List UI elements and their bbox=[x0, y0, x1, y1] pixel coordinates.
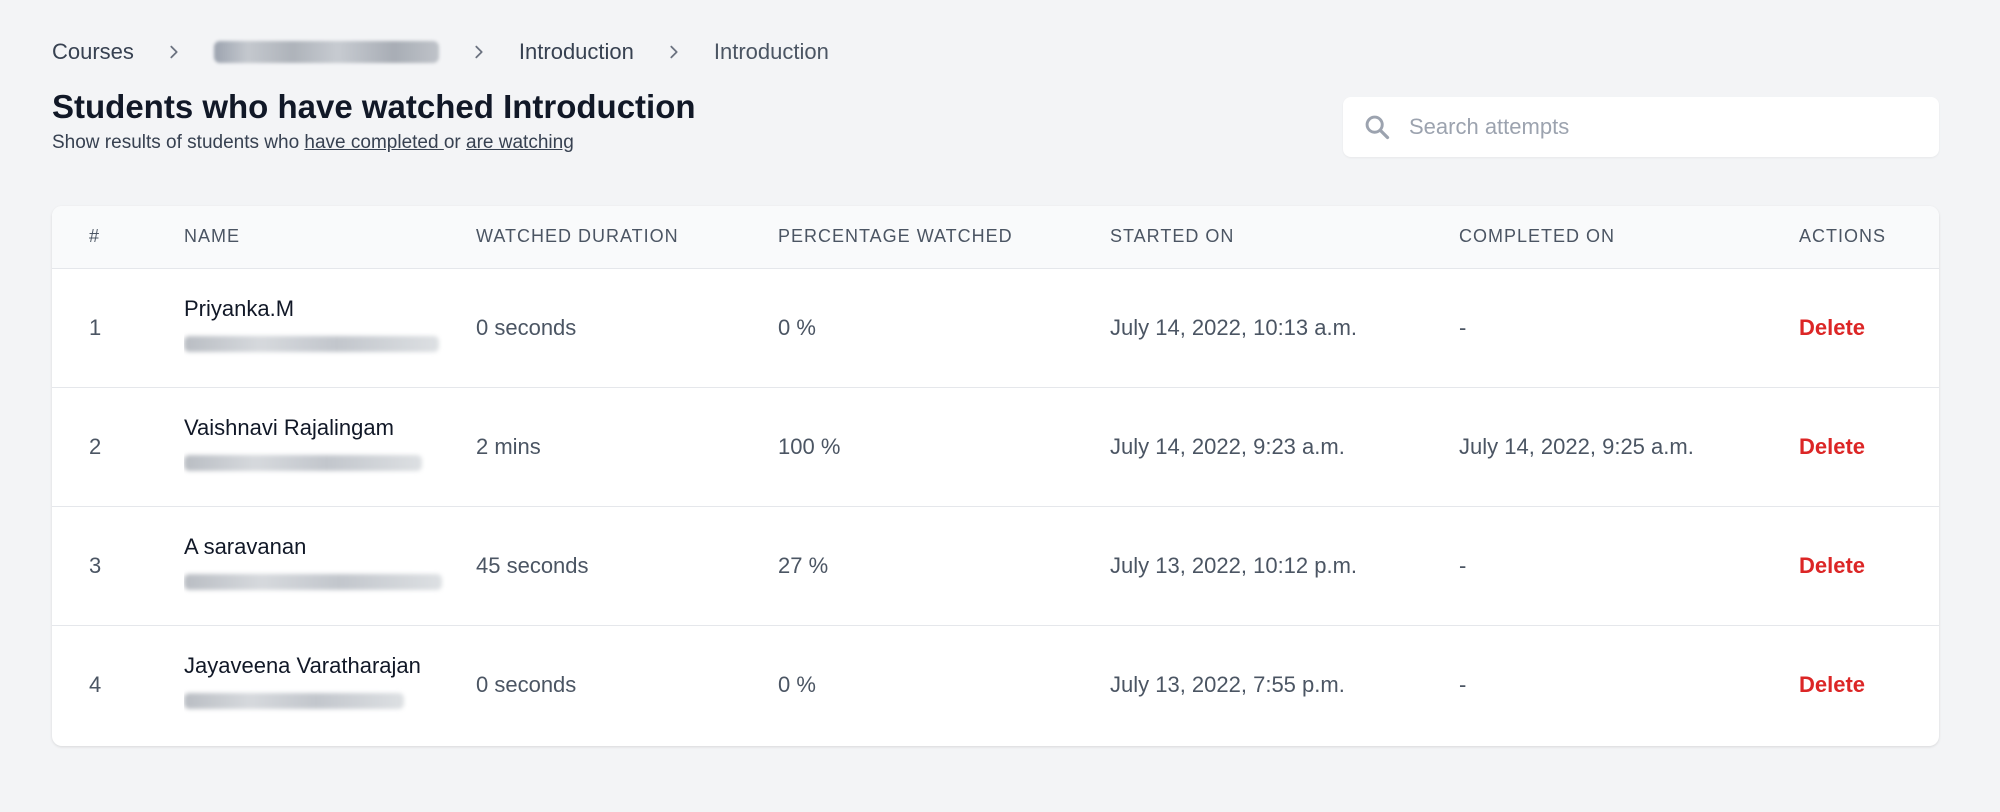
attempts-table-card: # NAME WATCHED DURATION PERCENTAGE WATCH… bbox=[52, 206, 1939, 746]
header-watched-duration: WATCHED DURATION bbox=[476, 206, 778, 269]
student-cell: Jayaveena Varatharajan bbox=[184, 625, 476, 744]
table-row: 2 Vaishnavi Rajalingam 2 mins 100 % July… bbox=[52, 387, 1939, 506]
breadcrumb-current: Introduction bbox=[713, 39, 829, 64]
header-completed-on: COMPLETED ON bbox=[1459, 206, 1799, 269]
student-name: A saravanan bbox=[184, 533, 307, 559]
row-index: 1 bbox=[89, 314, 102, 340]
delete-button[interactable]: Delete bbox=[1799, 671, 1866, 697]
attempts-table: # NAME WATCHED DURATION PERCENTAGE WATCH… bbox=[52, 206, 1939, 744]
delete-button[interactable]: Delete bbox=[1799, 314, 1866, 340]
percentage-watched: 100 % bbox=[778, 433, 841, 459]
row-index: 2 bbox=[89, 433, 102, 459]
student-email-redacted bbox=[184, 573, 442, 590]
watched-duration: 0 seconds bbox=[476, 314, 577, 340]
started-on: July 13, 2022, 10:12 p.m. bbox=[1110, 552, 1358, 578]
delete-button[interactable]: Delete bbox=[1799, 552, 1866, 578]
breadcrumb-courses[interactable]: Courses bbox=[52, 39, 134, 64]
percentage-watched: 0 % bbox=[778, 314, 816, 340]
search-input[interactable] bbox=[1407, 113, 1911, 141]
actions-cell: Delete bbox=[1799, 625, 1939, 744]
started-on: July 14, 2022, 9:23 a.m. bbox=[1110, 433, 1345, 459]
table-header-row: # NAME WATCHED DURATION PERCENTAGE WATCH… bbox=[52, 206, 1939, 269]
completed-on: - bbox=[1459, 671, 1467, 697]
started-on: July 14, 2022, 10:13 a.m. bbox=[1110, 314, 1358, 340]
percentage-watched: 0 % bbox=[778, 671, 816, 697]
subtitle-mid: or bbox=[443, 132, 467, 153]
header-name: NAME bbox=[184, 206, 476, 269]
row-index: 3 bbox=[89, 552, 102, 578]
header-index: # bbox=[52, 206, 184, 269]
breadcrumb: Courses Introduction Introduction bbox=[52, 36, 829, 68]
breadcrumb-course-redacted[interactable] bbox=[213, 41, 439, 63]
row-index: 4 bbox=[89, 671, 102, 697]
actions-cell: Delete bbox=[1799, 268, 1939, 387]
search-box[interactable] bbox=[1343, 97, 1939, 157]
completed-on: July 14, 2022, 9:25 a.m. bbox=[1459, 433, 1694, 459]
page-title: Students who have watched Introduction bbox=[52, 88, 696, 125]
search-icon bbox=[1365, 115, 1390, 140]
chevron-right-icon bbox=[634, 43, 714, 61]
delete-button[interactable]: Delete bbox=[1799, 433, 1866, 459]
student-email-redacted bbox=[184, 335, 439, 352]
started-on: July 13, 2022, 7:55 p.m. bbox=[1110, 671, 1345, 697]
breadcrumb-section[interactable]: Introduction bbox=[518, 39, 634, 64]
filter-watching-link[interactable]: are watching bbox=[466, 132, 574, 153]
completed-on: - bbox=[1459, 314, 1467, 340]
watched-duration: 2 mins bbox=[476, 433, 541, 459]
header-percentage-watched: PERCENTAGE WATCHED bbox=[778, 206, 1110, 269]
student-cell: A saravanan bbox=[184, 506, 476, 625]
page-subtitle: Show results of students who have comple… bbox=[52, 132, 574, 154]
watched-duration: 0 seconds bbox=[476, 671, 577, 697]
actions-cell: Delete bbox=[1799, 506, 1939, 625]
table-row: 4 Jayaveena Varatharajan 0 seconds 0 % J… bbox=[52, 625, 1939, 744]
student-name: Jayaveena Varatharajan bbox=[184, 652, 421, 678]
header-actions: ACTIONS bbox=[1799, 206, 1939, 269]
table-row: 1 Priyanka.M 0 seconds 0 % July 14, 2022… bbox=[52, 268, 1939, 387]
student-name: Priyanka.M bbox=[184, 295, 295, 321]
student-name: Vaishnavi Rajalingam bbox=[184, 414, 394, 440]
student-cell: Vaishnavi Rajalingam bbox=[184, 387, 476, 506]
watched-duration: 45 seconds bbox=[476, 552, 589, 578]
student-email-redacted bbox=[184, 454, 422, 471]
percentage-watched: 27 % bbox=[778, 552, 829, 578]
chevron-right-icon bbox=[439, 43, 519, 61]
chevron-right-icon bbox=[134, 43, 214, 61]
table-row: 3 A saravanan 45 seconds 27 % July 13, 2… bbox=[52, 506, 1939, 625]
student-email-redacted bbox=[184, 692, 404, 709]
filter-completed-link[interactable]: have completed bbox=[304, 132, 444, 153]
subtitle-prefix: Show results of students who bbox=[52, 132, 305, 153]
completed-on: - bbox=[1459, 552, 1467, 578]
student-cell: Priyanka.M bbox=[184, 268, 476, 387]
header-started-on: STARTED ON bbox=[1110, 206, 1459, 269]
actions-cell: Delete bbox=[1799, 387, 1939, 506]
